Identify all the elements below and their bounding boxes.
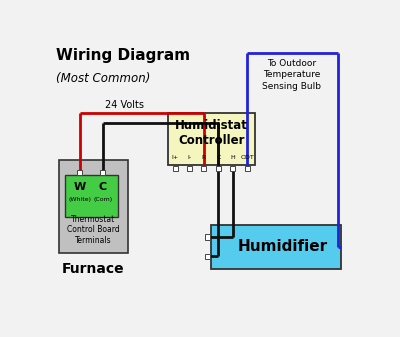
Text: Furnace: Furnace <box>62 262 125 276</box>
Bar <box>245 166 250 171</box>
Text: C: C <box>99 182 107 192</box>
Text: W: W <box>74 182 86 192</box>
Bar <box>205 254 210 259</box>
Text: H: H <box>230 155 235 160</box>
Bar <box>187 166 192 171</box>
Bar <box>77 170 82 175</box>
Bar <box>230 166 235 171</box>
Bar <box>202 166 206 171</box>
Text: To Outdoor
Temperature
Sensing Bulb: To Outdoor Temperature Sensing Bulb <box>262 59 321 91</box>
Bar <box>59 160 128 253</box>
Bar <box>65 175 118 217</box>
Bar <box>216 166 221 171</box>
Bar <box>172 166 178 171</box>
Text: ODT: ODT <box>240 155 254 160</box>
Text: (Most Common): (Most Common) <box>56 71 150 85</box>
Text: Thermostat
Control Board
Terminals: Thermostat Control Board Terminals <box>67 215 120 245</box>
Text: I+: I+ <box>172 155 178 160</box>
Text: R: R <box>202 155 206 160</box>
Text: Humidifier: Humidifier <box>238 239 328 254</box>
Text: I-: I- <box>188 155 192 160</box>
Text: 24 Volts: 24 Volts <box>105 100 144 110</box>
Text: Wiring Diagram: Wiring Diagram <box>56 48 190 63</box>
Bar <box>168 113 255 165</box>
Bar <box>100 170 105 175</box>
Text: (White): (White) <box>68 197 91 202</box>
Bar <box>205 235 210 240</box>
Bar <box>211 225 341 269</box>
Text: (Com): (Com) <box>93 197 112 202</box>
Text: C: C <box>216 155 221 160</box>
Text: Humidistat
Controller: Humidistat Controller <box>175 119 248 147</box>
